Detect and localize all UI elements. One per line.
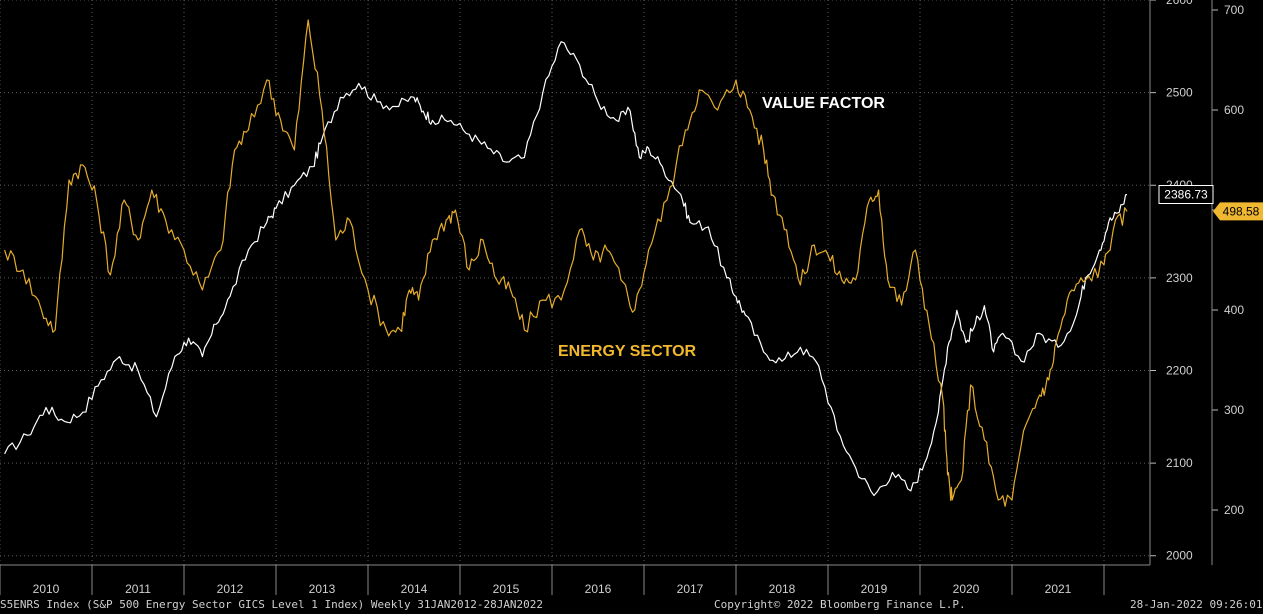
left-axis-tick-label: 2100 [1166,456,1193,470]
energy-sector-tag-text: 498.58 [1223,204,1260,218]
x-tick-label-2012: 2012 [217,582,244,596]
value-factor-tag-box [1158,185,1214,205]
footer-timestamp: 28-Jan-2022 09:26:01 [1130,598,1263,611]
x-tick-label-2010: 2010 [33,582,60,596]
right-axis-tick-label: 300 [1224,403,1244,417]
value-factor-annotation: VALUE FACTOR [762,95,885,112]
x-tick-label-2011: 2011 [125,582,151,596]
value-factor-tag-text: 2386.73 [1164,188,1208,202]
right-axis-tick-label: 600 [1224,103,1244,117]
right-axis-tick-label: 200 [1224,503,1244,517]
x-tick-label-2015: 2015 [493,582,520,596]
value-factor-last-tag: 2386.73 [1158,185,1214,205]
energy-sector-tag-box [1213,202,1263,221]
series-line-energy-sector [4,19,1128,507]
x-tick-label-2021: 2021 [1045,582,1072,596]
left-axis-tick-label: 2500 [1166,86,1193,100]
left-axis-tick-label: 2600 [1166,0,1193,7]
left-axis-tick-label: 2000 [1166,549,1193,563]
left-axis-tick-label: 2200 [1166,363,1193,377]
axes: 2000210022002300240025002600200300400500… [1149,0,1244,565]
energy-sector-last-tag: 498.58 [1213,202,1263,221]
x-tick-label-2016: 2016 [585,582,612,596]
x-tick-label-2019: 2019 [861,582,888,596]
footer-ticker: S5ENRS Index (S&P 500 Energy Sector GICS… [0,598,544,611]
footer-copyright: Copyright© 2022 Bloomberg Finance L.P. [714,598,966,611]
x-axis: 2010 2011 2012 2013 2014 2015 2016 2017 2018 2019… [0,564,1150,596]
last-value-tags: 2386.73 498.58 [1158,185,1263,221]
left-axis-tick-label: 2300 [1166,271,1193,285]
x-tick-label-2014: 2014 [401,582,428,596]
energy-sector-annotation: ENERGY SECTOR [558,343,697,360]
x-axis-band [0,565,1150,595]
footer-bar: S5ENRS Index (S&P 500 Energy Sector GICS… [0,596,1263,614]
series-line-value-factor [4,41,1128,497]
x-tick-label-2017: 2017 [677,582,704,596]
x-tick-label-2020: 2020 [953,582,980,596]
x-tick-label-2018: 2018 [769,582,796,596]
right-axis-tick-label: 700 [1224,3,1244,17]
right-axis-tick-label: 400 [1224,303,1244,317]
grid-lines [0,0,1150,565]
plot-area [4,19,1128,507]
x-tick-label-2013: 2013 [309,582,336,596]
